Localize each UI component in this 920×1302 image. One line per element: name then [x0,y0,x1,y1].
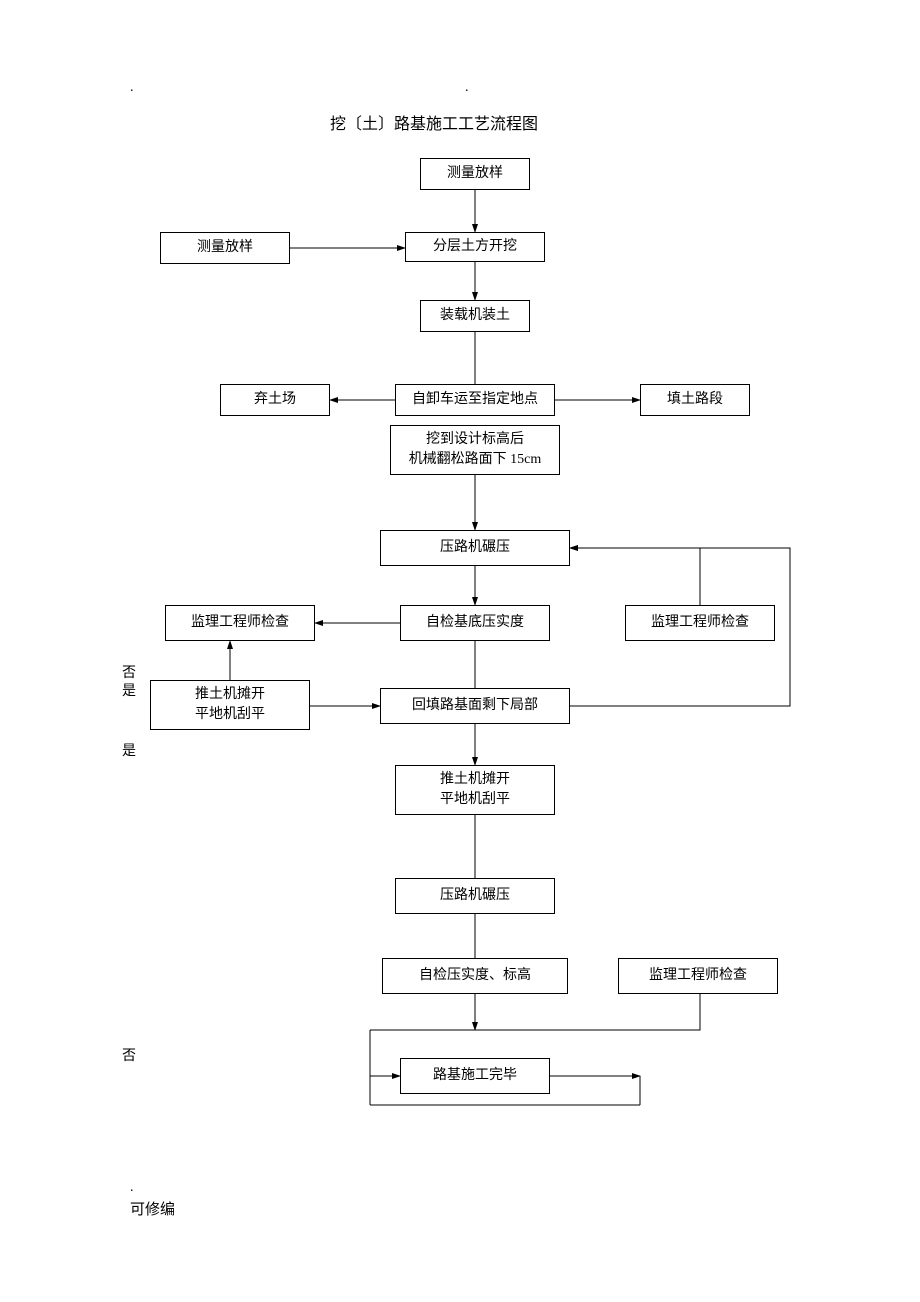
node-label: 监理工程师检查 [651,613,749,633]
node-label: 压路机碾压 [440,886,510,906]
node-complete: 路基施工完毕 [400,1058,550,1094]
node-supervisor-check-right: 监理工程师检查 [625,605,775,641]
node-measure-layout-2: 测量放样 [160,232,290,264]
label-fou-2: 否 [122,1045,136,1065]
node-dump-truck: 自卸车运至指定地点 [395,384,555,416]
node-label: 路基施工完毕 [433,1066,517,1086]
label-fou-1: 否 [122,662,136,682]
node-label: 填土路段 [667,390,723,410]
node-label: 装载机装土 [440,306,510,326]
node-self-check-2: 自检压实度、标高 [382,958,568,994]
node-label: 监理工程师检查 [191,613,289,633]
node-label: 推土机摊开 平地机刮平 [195,685,265,724]
node-label: 自卸车运至指定地点 [412,390,538,410]
node-loader: 装载机装土 [420,300,530,332]
node-bulldozer-center: 推土机摊开 平地机刮平 [395,765,555,815]
node-label: 测量放样 [447,164,503,184]
node-label: 压路机碾压 [440,538,510,558]
node-backfill: 回填路基面剩下局部 [380,688,570,724]
node-bulldozer-left: 推土机摊开 平地机刮平 [150,680,310,730]
node-label: 挖到设计标高后 机械翻松路面下 15cm [409,430,542,469]
node-label: 分层土方开挖 [433,237,517,257]
node-roller-1: 压路机碾压 [380,530,570,566]
node-label: 推土机摊开 平地机刮平 [440,770,510,809]
node-layered-excavation: 分层土方开挖 [405,232,545,262]
page-footer: 可修编 [130,1198,175,1219]
node-supervisor-check-3: 监理工程师检查 [618,958,778,994]
punct-dot-2: . [465,80,469,96]
node-fill-section: 填土路段 [640,384,750,416]
label-shi-2: 是 [122,740,136,760]
node-self-check-1: 自检基底压实度 [400,605,550,641]
node-label: 弃土场 [254,390,296,410]
node-label: 自检压实度、标高 [419,966,531,986]
node-design-elevation: 挖到设计标高后 机械翻松路面下 15cm [390,425,560,475]
node-spoil-area: 弃土场 [220,384,330,416]
punct-dot-1: . [130,80,134,96]
node-label: 监理工程师检查 [649,966,747,986]
connectors-svg [0,0,920,1302]
node-label: 自检基底压实度 [426,613,524,633]
node-supervisor-check-left: 监理工程师检查 [165,605,315,641]
page-title: 挖〔土〕路基施工工艺流程图 [330,110,538,134]
punct-dot-3: . [130,1180,134,1196]
node-measure-layout-1: 测量放样 [420,158,530,190]
node-roller-2: 压路机碾压 [395,878,555,914]
label-shi-1: 是 [122,680,136,700]
node-label: 测量放样 [197,238,253,258]
node-label: 回填路基面剩下局部 [412,696,538,716]
